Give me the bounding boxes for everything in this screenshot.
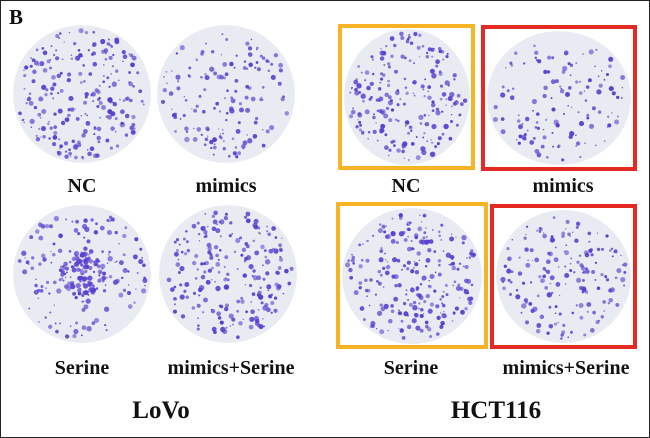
- colony-dish: [344, 29, 470, 165]
- cell-line-label-hct116: HCT116: [450, 397, 542, 424]
- colony-dish: [487, 31, 631, 165]
- colony-dish: [496, 210, 631, 343]
- colony-dish: [342, 208, 482, 344]
- highlight-frame-orange: [338, 24, 475, 170]
- condition-label-nc: NC: [67, 175, 97, 197]
- condition-label-mimics: mimics: [532, 175, 594, 197]
- condition-label-serine: Serine: [383, 357, 439, 379]
- panel-letter: B: [9, 5, 24, 29]
- colony-dish: [159, 205, 297, 343]
- colony-dish: [157, 25, 295, 163]
- condition-label-mimics-serine: mimics+Serine: [167, 357, 295, 379]
- highlight-frame-red: [490, 204, 637, 349]
- condition-label-mimics: mimics: [195, 175, 257, 197]
- cell-line-label-lovo: LoVo: [132, 397, 190, 424]
- condition-label-nc: NC: [391, 175, 421, 197]
- highlight-frame-red: [481, 25, 637, 171]
- condition-label-mimics-serine: mimics+Serine: [502, 357, 630, 379]
- highlight-frame-orange: [336, 202, 488, 349]
- colony-dish: [13, 205, 151, 343]
- condition-label-serine: Serine: [54, 357, 110, 379]
- colony-dish: [13, 25, 151, 163]
